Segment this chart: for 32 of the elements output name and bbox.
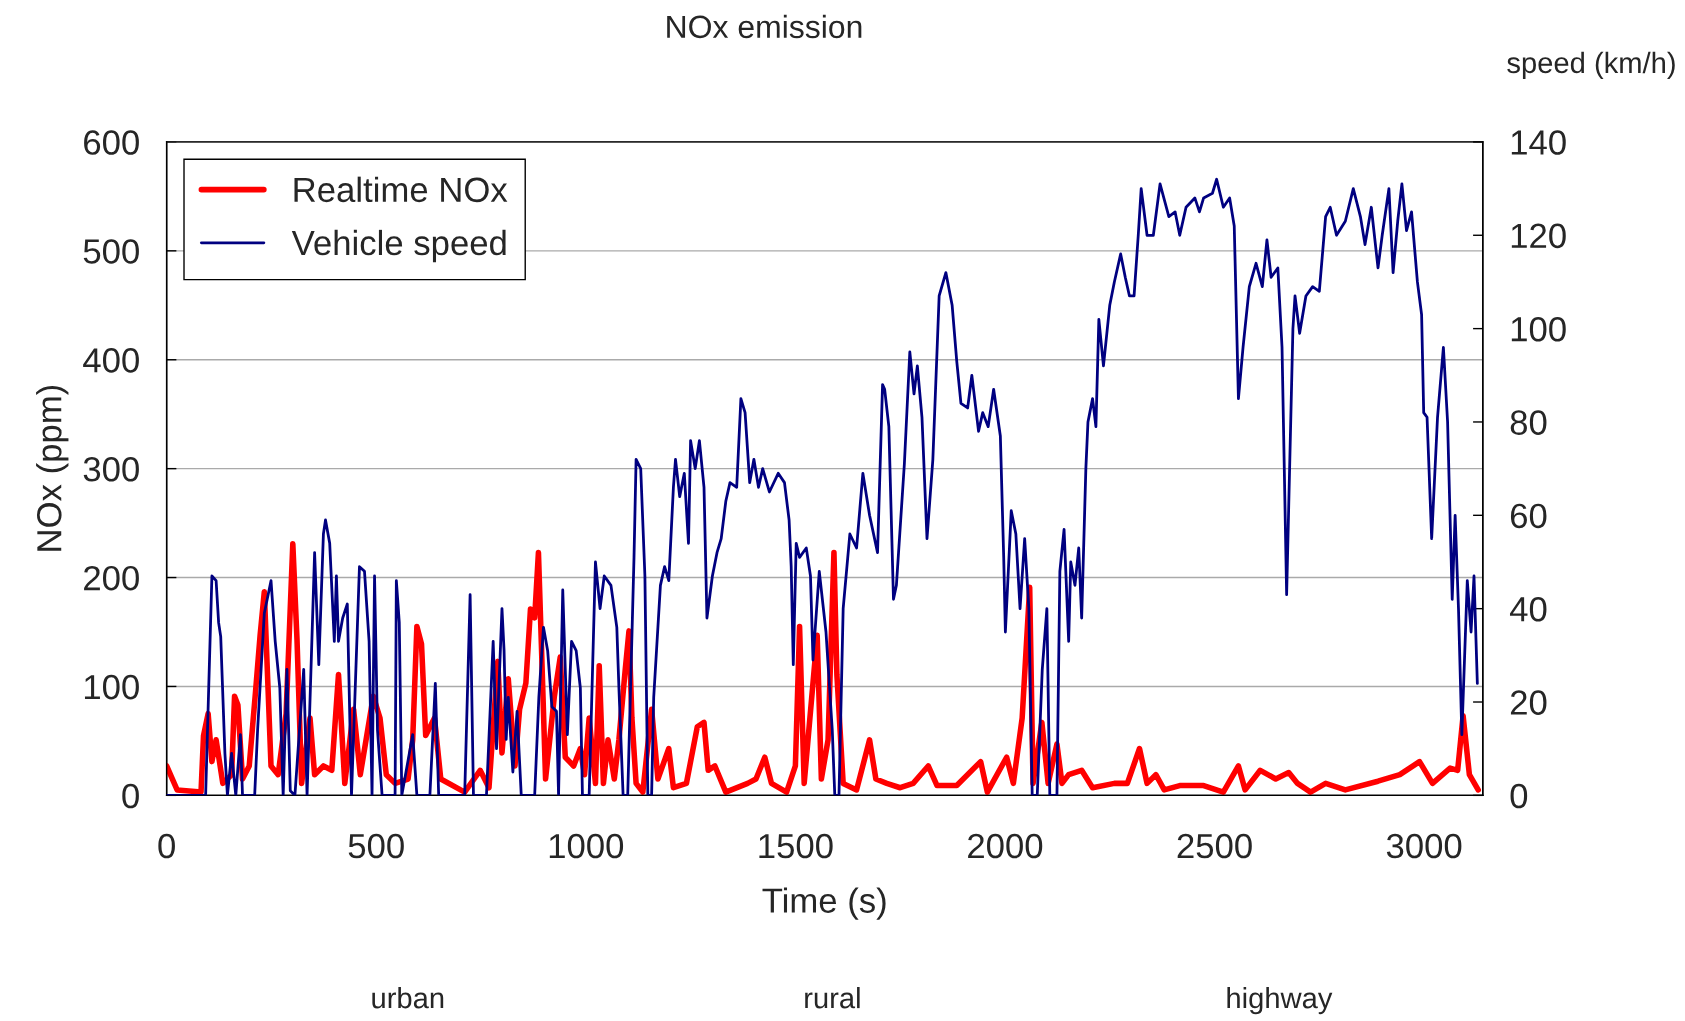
- y2-tick-label: 100: [1511, 316, 1566, 342]
- y-tick-label: 600: [84, 130, 139, 155]
- y2-tick-label: 20: [1510, 690, 1547, 715]
- y-axis-title: NOx (ppm): [36, 385, 69, 551]
- y-tick-label: 100: [84, 674, 139, 700]
- x-tick-label: 0: [158, 833, 175, 859]
- y-tick-label: 0: [122, 783, 139, 809]
- y2-tick-label: 80: [1510, 410, 1547, 435]
- y2-tick-label: 120: [1511, 223, 1566, 249]
- chart-title: NOx emission: [667, 14, 862, 39]
- line-series: [166, 177, 1479, 796]
- x-tick-label: 1500: [759, 833, 833, 859]
- y-tick-label: 200: [84, 565, 139, 591]
- y2-tick-label: 40: [1509, 597, 1547, 622]
- y-tick-label: 300: [83, 456, 139, 482]
- text: rural: [805, 986, 860, 1009]
- y-tick-label: 500: [83, 239, 139, 264]
- text: urban: [372, 986, 444, 1009]
- legend-label: Realtime NOx: [294, 176, 508, 203]
- x-tick-label: 2000: [968, 833, 1043, 859]
- y2-tick-label: 60: [1510, 503, 1547, 529]
- y2-axis-title: speed (km/h): [1507, 51, 1675, 79]
- x-axis-title: Time (s): [762, 887, 886, 920]
- x-tick-label: 3000: [1386, 833, 1462, 859]
- y-tick-label: 400: [83, 348, 139, 373]
- x-tick-label: 2500: [1177, 833, 1252, 859]
- legend-label: Vehicle speed: [291, 229, 506, 263]
- x-tick-label: 500: [348, 833, 404, 859]
- x-tick-label: 1000: [549, 833, 624, 859]
- text: highway: [1227, 986, 1333, 1015]
- y2-tick-label: 0: [1510, 783, 1528, 809]
- y2-tick-label: 140: [1511, 130, 1566, 155]
